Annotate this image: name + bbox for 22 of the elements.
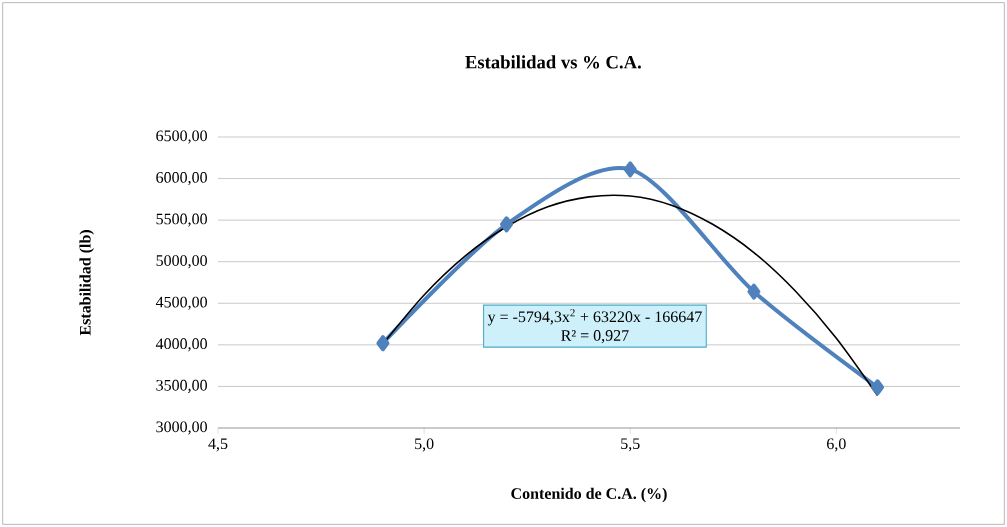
y-tick-label: 6000,00 bbox=[156, 172, 207, 186]
y-tick-label: 6500,00 bbox=[156, 130, 207, 144]
annotation: R² = 0,927 bbox=[561, 330, 629, 344]
y-tick-label: 4500,00 bbox=[155, 296, 207, 310]
point bbox=[500, 216, 514, 233]
y-tick-label: 5000,00 bbox=[156, 255, 207, 269]
chart-title: Estabilidad vs % C.A. bbox=[465, 55, 641, 69]
y-tick-label: 4000,00 bbox=[155, 338, 207, 352]
x-tick-label: 5,0 bbox=[415, 438, 434, 452]
point bbox=[871, 379, 885, 396]
x-tick-label: 4,5 bbox=[208, 438, 228, 452]
y-tick-label: 5500,00 bbox=[156, 213, 207, 227]
y-tick-label: 3500,00 bbox=[156, 379, 207, 393]
y-axis-title: Estabilidad (lb) bbox=[79, 230, 94, 336]
x-axis-title: Contenido de C.A. (%) bbox=[511, 487, 667, 503]
x-tick-label: 5,5 bbox=[621, 438, 640, 452]
point bbox=[623, 161, 637, 178]
point bbox=[376, 335, 390, 352]
annotation: y = -5794,3x$^{2}$ + 63220x - 166647 bbox=[487, 309, 702, 326]
y-tick-label: 3000,00 bbox=[156, 421, 207, 435]
point bbox=[747, 283, 761, 300]
x-tick-label: 6,0 bbox=[827, 438, 846, 452]
